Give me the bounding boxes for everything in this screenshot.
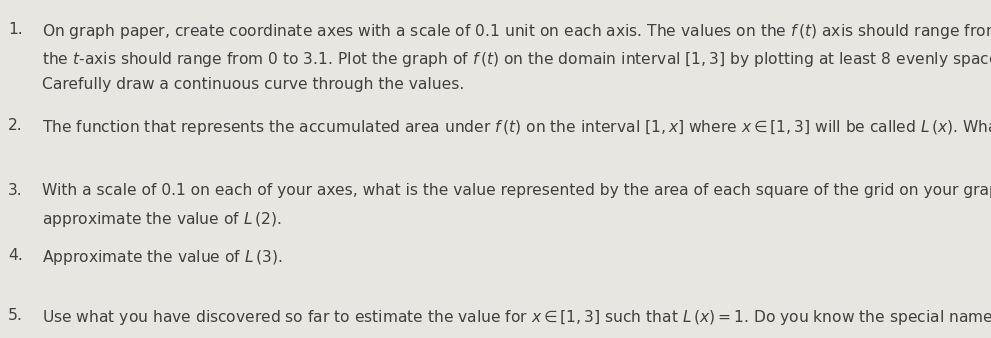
Text: 2.: 2. (8, 118, 23, 133)
Text: Use what you have discovered so far to estimate the value for $x \in [1, 3]$ suc: Use what you have discovered so far to e… (42, 308, 991, 327)
Text: the $t$-axis should range from 0 to 3.1. Plot the graph of $f\,(t)$ on the domai: the $t$-axis should range from 0 to 3.1.… (42, 50, 991, 69)
Text: 5.: 5. (8, 308, 23, 322)
Text: On graph paper, create coordinate axes with a scale of 0.1 unit on each axis. Th: On graph paper, create coordinate axes w… (42, 22, 991, 41)
Text: The function that represents the accumulated area under $f\,(t)$ on the interval: The function that represents the accumul… (42, 118, 991, 137)
Text: approximate the value of $L\,(2)$.: approximate the value of $L\,(2)$. (42, 210, 281, 229)
Text: 3.: 3. (8, 183, 23, 197)
Text: Carefully draw a continuous curve through the values.: Carefully draw a continuous curve throug… (42, 77, 464, 92)
Text: 4.: 4. (8, 248, 23, 263)
Text: 1.: 1. (8, 22, 23, 37)
Text: With a scale of 0.1 on each of your axes, what is the value represented by the a: With a scale of 0.1 on each of your axes… (42, 183, 991, 197)
Text: Approximate the value of $L\,(3)$.: Approximate the value of $L\,(3)$. (42, 248, 282, 267)
